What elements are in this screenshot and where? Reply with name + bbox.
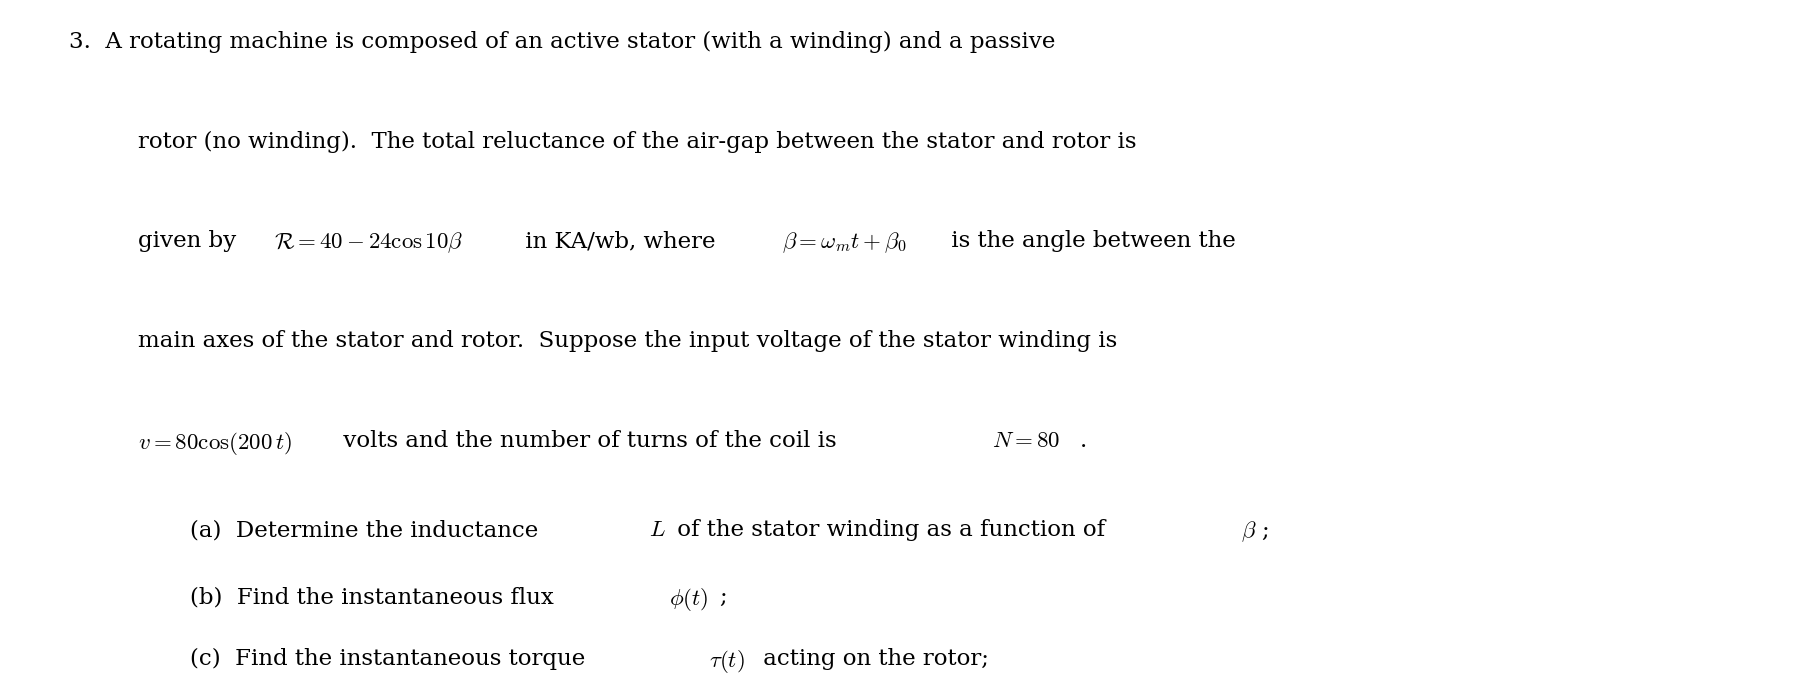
- Text: $\beta = \omega_m t + \beta_0$: $\beta = \omega_m t + \beta_0$: [782, 230, 907, 255]
- Text: (c)  Find the instantaneous torque: (c) Find the instantaneous torque: [190, 648, 592, 670]
- Text: ;: ;: [1262, 519, 1269, 541]
- Text: of the stator winding as a function of: of the stator winding as a function of: [670, 519, 1113, 541]
- Text: main axes of the stator and rotor.  Suppose the input voltage of the stator wind: main axes of the stator and rotor. Suppo…: [138, 330, 1117, 352]
- Text: $L$: $L$: [648, 519, 666, 541]
- Text: in KA/wb, where: in KA/wb, where: [518, 230, 722, 252]
- Text: is the angle between the: is the angle between the: [943, 230, 1234, 252]
- Text: $\tau(t)$: $\tau(t)$: [710, 648, 746, 675]
- Text: (a)  Determine the inductance: (a) Determine the inductance: [190, 519, 545, 541]
- Text: $N = 80$: $N = 80$: [992, 430, 1061, 452]
- Text: rotor (no winding).  The total reluctance of the air-gap between the stator and : rotor (no winding). The total reluctance…: [138, 131, 1137, 153]
- Text: $\mathcal{R} = 40 - 24\cos 10\beta$: $\mathcal{R} = 40 - 24\cos 10\beta$: [273, 230, 463, 255]
- Text: volts and the number of turns of the coil is: volts and the number of turns of the coi…: [337, 430, 843, 452]
- Text: given by: given by: [138, 230, 243, 252]
- Text: 3.  A rotating machine is composed of an active stator (with a winding) and a pa: 3. A rotating machine is composed of an …: [69, 31, 1055, 53]
- Text: acting on the rotor;: acting on the rotor;: [755, 648, 988, 670]
- Text: (b)  Find the instantaneous flux: (b) Find the instantaneous flux: [190, 586, 561, 608]
- Text: .: .: [1079, 430, 1086, 452]
- Text: $v = 80\cos(200\,t)$: $v = 80\cos(200\,t)$: [138, 430, 291, 457]
- Text: ;: ;: [720, 586, 728, 608]
- Text: $\beta$: $\beta$: [1242, 519, 1256, 544]
- Text: $\phi(t)$: $\phi(t)$: [668, 586, 708, 613]
